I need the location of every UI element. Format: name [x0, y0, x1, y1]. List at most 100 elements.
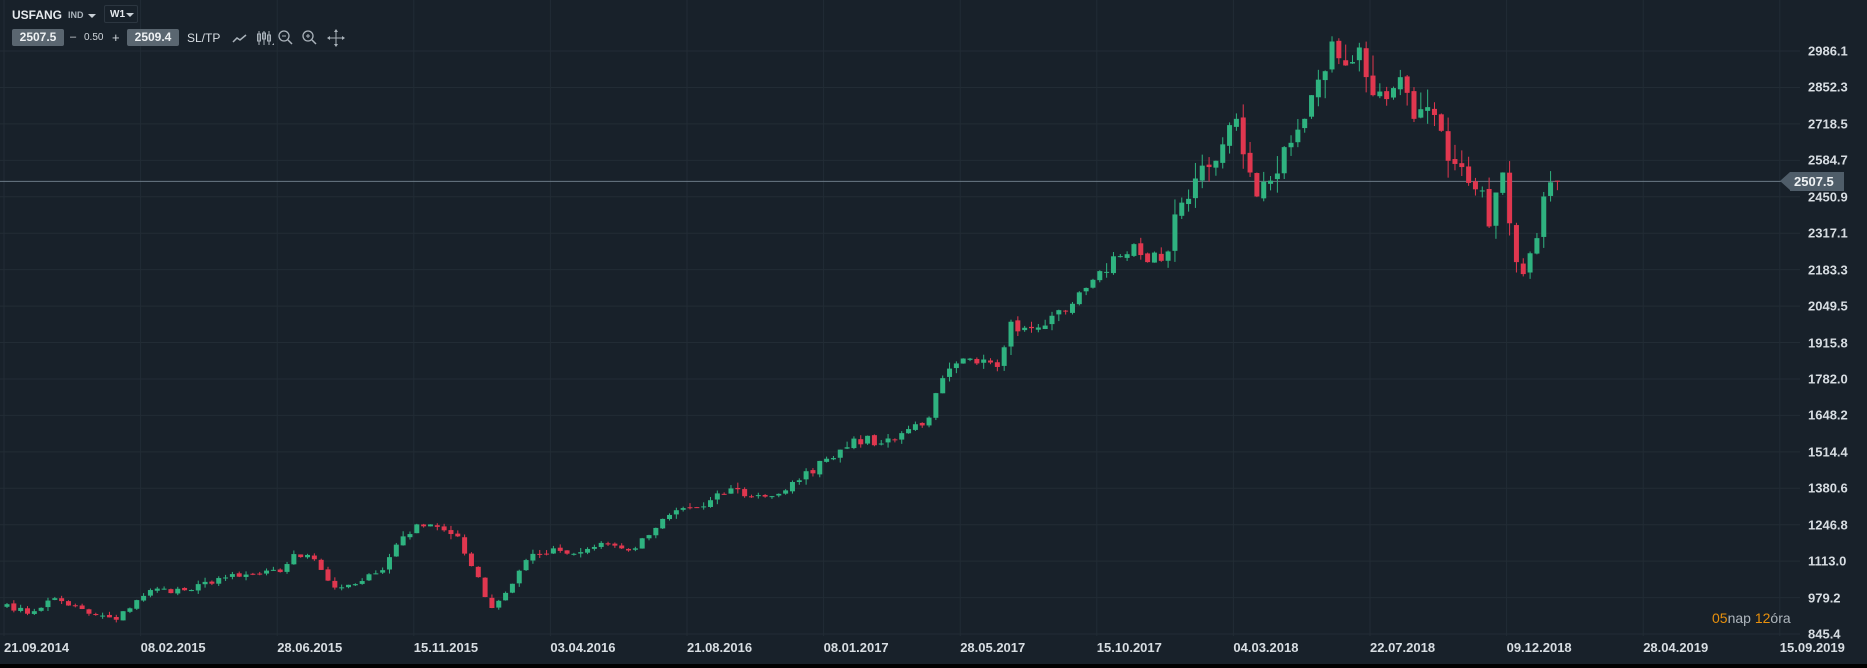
candle-body: [1472, 181, 1478, 190]
candle-body: [1131, 244, 1137, 256]
candle-bullish: [1288, 135, 1294, 156]
candle-body: [1117, 256, 1123, 258]
candle-bullish: [1302, 118, 1308, 133]
candle-bearish: [1438, 113, 1444, 132]
candle-body: [4, 604, 10, 607]
candle-bullish: [346, 584, 351, 589]
candle-bullish: [223, 574, 229, 581]
candle-bearish: [1466, 156, 1472, 186]
candle-body: [31, 611, 37, 614]
candle-bearish: [687, 503, 693, 510]
candle-bearish: [1015, 316, 1021, 337]
candle-bullish: [1069, 301, 1075, 315]
candle-bearish: [988, 358, 994, 365]
sell-price-button[interactable]: 2507.5: [12, 29, 64, 46]
candle-body: [1343, 60, 1349, 66]
candle-bullish: [400, 531, 406, 546]
candle-bullish: [714, 490, 720, 505]
candle-body: [1029, 326, 1034, 329]
candle-bullish: [1309, 95, 1315, 119]
candle-body: [11, 603, 17, 611]
candle-bearish: [24, 606, 30, 616]
candle-bearish: [325, 566, 331, 582]
candle-bullish: [1083, 287, 1089, 296]
candle-bearish: [209, 580, 215, 586]
candle-bullish: [1076, 291, 1082, 306]
chevron-down-icon[interactable]: [88, 14, 96, 18]
countdown-days-unit: nap: [1727, 610, 1751, 626]
candle-body: [1541, 196, 1547, 237]
candle-bearish: [1411, 87, 1417, 123]
candle-bullish: [981, 354, 987, 369]
candle-bullish: [947, 362, 953, 382]
candle-bullish: [523, 558, 529, 571]
candle-body: [557, 547, 563, 551]
candle-bearish: [79, 603, 85, 610]
candle-bullish: [427, 524, 433, 527]
price-tick-label: 2183.3: [1808, 262, 1848, 278]
candle-bearish: [810, 468, 816, 477]
candle-body: [223, 577, 229, 579]
candle-body: [188, 590, 194, 592]
candle-bullish: [667, 513, 673, 521]
price-tick-label: 845.4: [1808, 626, 1841, 642]
candle-body: [1192, 178, 1198, 199]
candle-body: [400, 536, 406, 546]
date-tick-label: 28.04.2019: [1643, 640, 1709, 655]
candle-bearish: [113, 614, 119, 623]
candle-bullish: [1493, 192, 1499, 239]
candle-body: [762, 494, 768, 497]
candle-body: [1411, 91, 1417, 119]
candle-body: [298, 554, 304, 558]
candle-body: [496, 600, 502, 608]
buy-price-button[interactable]: 2509.4: [127, 29, 179, 46]
sltp-button[interactable]: SL/TP: [187, 31, 221, 45]
candle-body: [571, 553, 577, 555]
candle-bearish: [311, 553, 317, 561]
candle-body: [427, 524, 433, 527]
zoom-in-icon[interactable]: [300, 28, 320, 48]
candle-bullish: [899, 431, 905, 444]
crosshair-icon[interactable]: [326, 28, 346, 48]
candle-bearish: [1520, 258, 1526, 277]
candle-body: [1090, 279, 1096, 288]
candle-bullish: [509, 583, 515, 594]
candle-bullish: [1172, 199, 1178, 262]
candle-body: [858, 439, 864, 445]
decrease-volume-button[interactable]: –: [70, 31, 77, 43]
candle-body: [1124, 254, 1130, 258]
candle-body: [1206, 164, 1212, 168]
candle-body: [448, 530, 454, 535]
candle-body: [216, 578, 222, 584]
line-chart-icon[interactable]: [230, 28, 250, 48]
volume-value[interactable]: 0.50: [84, 32, 104, 43]
candle-bullish: [1425, 89, 1431, 124]
candle-body: [386, 557, 392, 570]
date-tick-label: 15.09.2019: [1779, 640, 1845, 655]
timeframe-select[interactable]: W1: [104, 5, 138, 23]
candle-bullish: [38, 607, 44, 612]
candle-body: [264, 570, 270, 574]
candle-body: [1295, 129, 1301, 143]
candle-body: [667, 514, 673, 520]
candle-bearish: [182, 587, 188, 591]
increase-volume-button[interactable]: +: [112, 30, 120, 45]
zoom-out-icon[interactable]: [276, 28, 296, 48]
candle-bullish: [147, 588, 153, 598]
candle-body: [626, 548, 632, 551]
candle-body: [284, 564, 290, 572]
current-price-tag: 2507.5: [1780, 171, 1844, 191]
candle-body: [953, 363, 959, 369]
candlestick-icon[interactable]: [254, 28, 274, 48]
symbol-name[interactable]: USFANG: [12, 8, 63, 22]
candle-bullish: [1268, 175, 1274, 191]
price-tick-label: 1246.8: [1808, 517, 1848, 533]
candle-body: [988, 360, 994, 363]
candle-body: [257, 573, 263, 575]
candle-body: [182, 587, 188, 591]
candle-body: [359, 581, 365, 584]
candle-bearish: [318, 558, 324, 570]
candle-bearish: [59, 595, 65, 604]
candle-body: [1356, 47, 1362, 61]
